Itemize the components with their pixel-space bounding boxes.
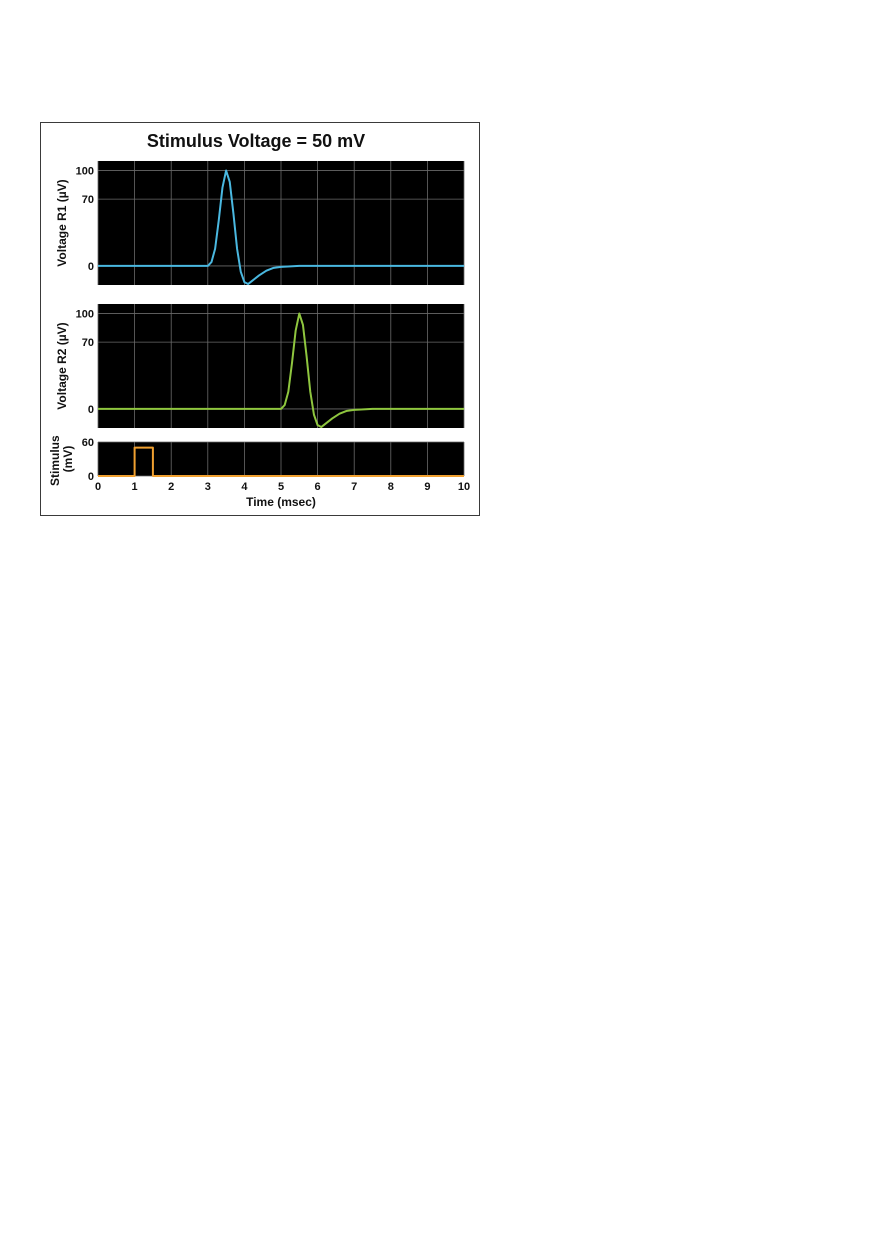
x-tick-label: 6 <box>315 481 321 493</box>
x-axis-label: Time (msec) <box>246 495 316 509</box>
x-tick-label: 10 <box>458 481 470 493</box>
panel-r1-yticks: 0 70 100 <box>76 166 94 273</box>
panel-r1: 0 70 100 Voltage R1 (µV) <box>55 161 465 286</box>
y-tick-label: 100 <box>76 309 94 321</box>
panel-stimulus: 0 60 0 1 2 3 4 5 6 7 8 9 10 Stimulus (mV) Time (mse… <box>48 432 470 509</box>
panel-stimulus-yticks: 0 60 <box>82 437 94 483</box>
x-tick-label: 2 <box>168 481 174 493</box>
r2-ylabel: Voltage R2 (µV) <box>55 322 69 409</box>
y-tick-label: 70 <box>82 194 94 206</box>
y-tick-label: 60 <box>82 437 94 449</box>
x-tick-label: 8 <box>388 481 394 493</box>
y-tick-label: 0 <box>88 404 94 416</box>
y-tick-label: 100 <box>76 166 94 178</box>
y-tick-label: 70 <box>82 337 94 349</box>
x-tick-label: 5 <box>278 481 284 493</box>
y-tick-label: 0 <box>88 261 94 273</box>
x-tick-label: 0 <box>95 481 101 493</box>
stimulus-ylabel-line1: Stimulus <box>48 435 62 486</box>
stimulus-ylabel-line2: (mV) <box>61 446 75 473</box>
x-tick-label: 1 <box>132 481 138 493</box>
x-tick-label: 3 <box>205 481 211 493</box>
r1-voltage-trace <box>98 169 464 286</box>
x-tick-label: 7 <box>351 481 357 493</box>
x-tick-label: 4 <box>241 481 248 493</box>
stimulus-trace <box>98 446 464 477</box>
chart-title: Stimulus Voltage = 50 mV <box>147 131 365 151</box>
stimulus-ylabel: Stimulus (mV) <box>48 432 75 486</box>
x-tick-label: 9 <box>424 481 430 493</box>
panel-r2: 0 70 100 Voltage R2 (µV) <box>55 304 465 429</box>
panel-stimulus-xticks: 0 1 2 3 4 5 6 7 8 9 10 <box>95 481 470 493</box>
r2-voltage-trace <box>98 312 464 429</box>
figure-frame: Stimulus Voltage = 50 mV 0 70 100 Voltage … <box>40 122 480 516</box>
panel-r2-yticks: 0 70 100 <box>76 309 94 416</box>
r1-ylabel: Voltage R1 (µV) <box>55 179 69 266</box>
y-tick-label: 0 <box>88 471 94 483</box>
